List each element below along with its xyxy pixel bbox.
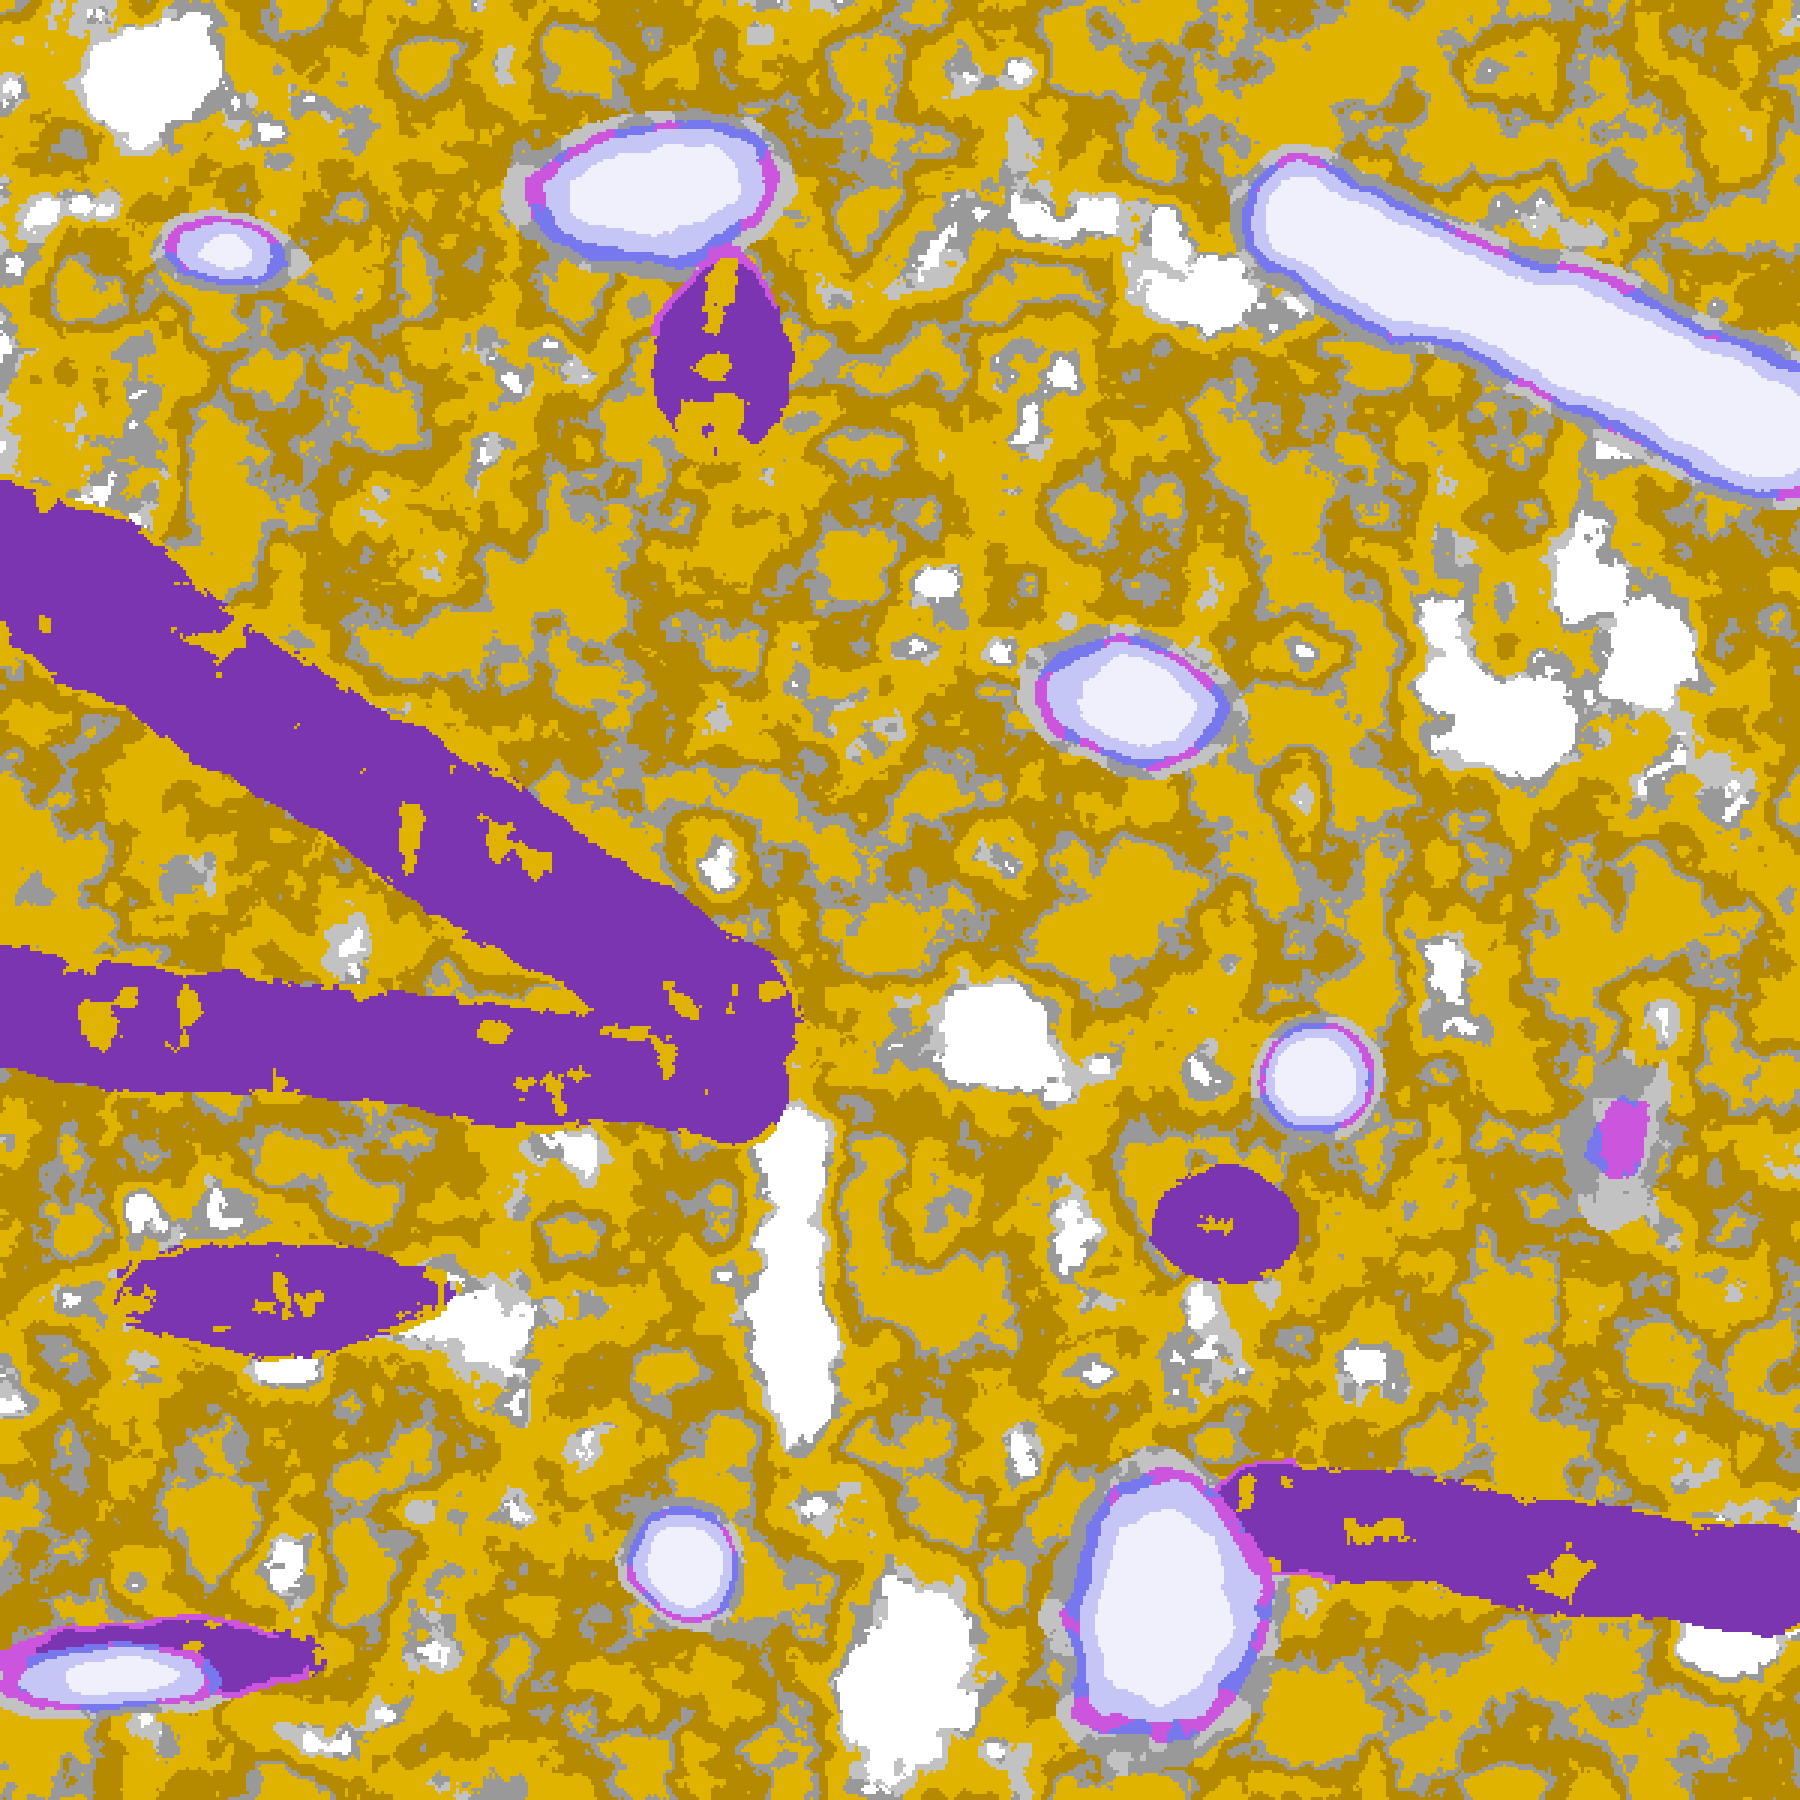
cloud-classification-image	[0, 0, 1800, 1800]
satellite-map	[0, 0, 1800, 1800]
